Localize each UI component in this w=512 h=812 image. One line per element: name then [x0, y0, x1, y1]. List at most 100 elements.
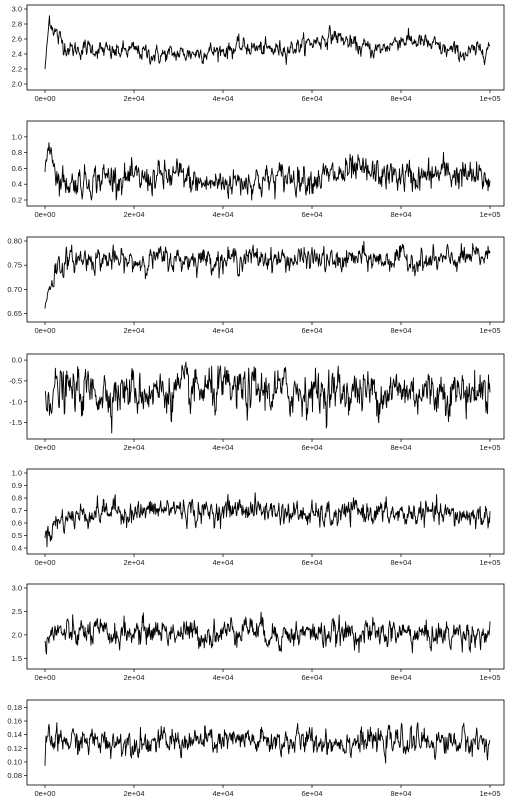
y-tick-label: 0.10: [7, 757, 22, 766]
panel-frame: [26, 353, 505, 440]
panel-frame: [26, 120, 505, 207]
x-tick-label: 8e+04: [390, 789, 411, 798]
x-tick-label: 2e+04: [123, 210, 144, 219]
x-tick-label: 4e+04: [212, 673, 233, 682]
x-tick-label: 1e+05: [479, 558, 500, 567]
trace-series-line: [44, 492, 491, 548]
x-tick-label: 4e+04: [212, 210, 233, 219]
y-tick-label: 0.14: [7, 730, 22, 739]
y-tick-label: 0.6: [12, 164, 22, 173]
y-tick-label: 0.16: [7, 717, 22, 726]
y-tick-label: 3.0: [12, 5, 22, 14]
y-tick-label: 0.4: [12, 180, 22, 189]
x-tick-label: 8e+04: [390, 558, 411, 567]
x-tick-label: 6e+04: [301, 94, 322, 103]
y-tick-label: 1.0: [12, 132, 22, 141]
x-tick-label: 0e+00: [34, 789, 55, 798]
x-tick-label: 4e+04: [212, 443, 233, 452]
trace-series-line: [44, 361, 491, 434]
x-tick-label: 6e+04: [301, 789, 322, 798]
trace-panel: 1.5 2.0 2.5 3.0 0e+00 2e+04 4e+04 6e+04 8e+04 1e+…: [12, 583, 505, 682]
x-tick-label: 1e+05: [479, 326, 500, 335]
y-tick-label: -1.0: [9, 397, 22, 406]
y-tick-label: 2.2: [12, 65, 22, 74]
x-tick-label: 4e+04: [212, 94, 233, 103]
trace-series-line: [44, 722, 491, 766]
y-tick-label: -0.5: [9, 376, 22, 385]
panel-frame: [26, 468, 505, 555]
x-tick-label: 2e+04: [123, 443, 144, 452]
y-tick-label: 1.0: [12, 469, 22, 478]
x-tick-label: 8e+04: [390, 210, 411, 219]
y-tick-label: 0.75: [7, 261, 22, 270]
panel-frame: [26, 699, 505, 786]
trace-panel: -1.5 -1.0 -0.5 0.0 0e+00 2e+04 4e+04 6e+04 8e+04…: [9, 353, 505, 452]
y-tick-label: 0.0: [12, 356, 22, 365]
x-tick-label: 6e+04: [301, 443, 322, 452]
x-tick-label: 8e+04: [390, 673, 411, 682]
x-tick-label: 4e+04: [212, 789, 233, 798]
x-tick-label: 6e+04: [301, 210, 322, 219]
y-tick-label: 0.5: [12, 531, 22, 540]
y-tick-label: 0.08: [7, 771, 22, 780]
x-tick-label: 0e+00: [34, 326, 55, 335]
x-tick-label: 8e+04: [390, 443, 411, 452]
panel-frame: [26, 236, 505, 323]
x-tick-label: 2e+04: [123, 326, 144, 335]
y-tick-label: 2.5: [12, 607, 22, 616]
y-tick-label: 0.70: [7, 285, 22, 294]
y-tick-label: 0.8: [12, 148, 22, 157]
y-tick-label: 2.8: [12, 20, 22, 29]
x-tick-label: 1e+05: [479, 789, 500, 798]
y-tick-label: 0.8: [12, 494, 22, 503]
x-tick-label: 4e+04: [212, 326, 233, 335]
y-tick-label: 2.4: [12, 50, 22, 59]
y-tick-label: 0.80: [7, 237, 22, 246]
y-tick-label: 0.9: [12, 481, 22, 490]
x-tick-label: 6e+04: [301, 558, 322, 567]
trace-series-line: [44, 240, 491, 309]
y-tick-label: 1.5: [12, 654, 22, 663]
y-tick-label: 2.0: [12, 80, 22, 89]
x-tick-label: 0e+00: [34, 443, 55, 452]
y-tick-label: 2.0: [12, 630, 22, 639]
trace-series-line: [44, 142, 491, 201]
trace-panel: 0.65 0.70 0.75 0.80 0e+00 2e+04 4e+04 6e+04 8e+0…: [7, 236, 505, 335]
x-tick-label: 1e+05: [479, 210, 500, 219]
x-tick-label: 0e+00: [34, 558, 55, 567]
x-tick-label: 2e+04: [123, 558, 144, 567]
y-tick-label: 3.0: [12, 584, 22, 593]
x-tick-label: 0e+00: [34, 210, 55, 219]
x-tick-label: 0e+00: [34, 94, 55, 103]
x-tick-label: 6e+04: [301, 673, 322, 682]
y-tick-label: 2.6: [12, 35, 22, 44]
x-tick-label: 0e+00: [34, 673, 55, 682]
y-tick-label: 0.7: [12, 506, 22, 515]
y-tick-label: 0.18: [7, 703, 22, 712]
y-tick-label: 0.2: [12, 196, 22, 205]
y-tick-label: 0.12: [7, 744, 22, 753]
x-tick-label: 2e+04: [123, 673, 144, 682]
trace-panel: 0.2 0.4 0.6 0.8 1.0 0e+00 2e+04 4e+04 6e+04 8e+04…: [12, 120, 505, 219]
x-tick-label: 1e+05: [479, 443, 500, 452]
trace-series-line: [44, 15, 491, 70]
x-tick-label: 6e+04: [301, 326, 322, 335]
trace-panel: 2.0 2.2 2.4 2.6 2.8 3.0 0e+00 2e+04 4e+04 6e+04 8e…: [12, 4, 505, 103]
panel-frame: [26, 583, 505, 670]
trace-panel: 0.08 0.10 0.12 0.14 0.16 0.18 0e+00 2e+04 4e+04 6…: [7, 699, 505, 798]
y-tick-label: -1.5: [9, 418, 22, 427]
x-tick-label: 2e+04: [123, 94, 144, 103]
y-tick-label: 0.65: [7, 309, 22, 318]
x-tick-label: 4e+04: [212, 558, 233, 567]
x-tick-label: 2e+04: [123, 789, 144, 798]
trace-panel: 0.4 0.5 0.6 0.7 0.8 0.9 1.0 0e+00 2e+04 4e+04 6e+0…: [12, 468, 505, 567]
x-tick-label: 1e+05: [479, 673, 500, 682]
x-tick-label: 8e+04: [390, 94, 411, 103]
panel-frame: [26, 4, 505, 91]
x-tick-label: 1e+05: [479, 94, 500, 103]
x-tick-label: 8e+04: [390, 326, 411, 335]
y-tick-label: 0.4: [12, 544, 22, 553]
trace-series-line: [44, 611, 491, 655]
y-tick-label: 0.6: [12, 519, 22, 528]
